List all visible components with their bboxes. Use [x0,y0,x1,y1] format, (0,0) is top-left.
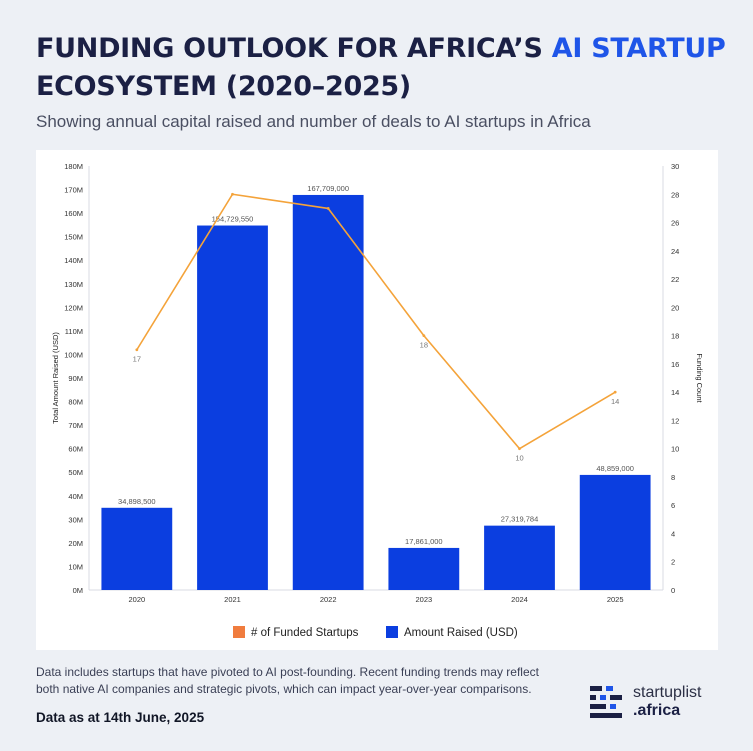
y-right-tick-label: 30 [671,162,679,171]
bar-value-label: 34,898,500 [118,497,156,506]
line-point [135,348,139,352]
y-tick-label: 0M [73,586,83,595]
y-tick-label: 150M [64,233,83,242]
page-subtitle: Showing annual capital raised and number… [36,112,591,131]
y-tick-label: 60M [68,445,83,454]
startuplist-logo: startuplist .africa [590,684,720,724]
y-right-tick-label: 18 [671,332,679,341]
line-point [231,192,234,196]
y-axis-title: Total Amount Raised (USD) [51,332,60,424]
bar [197,225,268,590]
data-as-of-date: Data as at 14th June, 2025 [36,710,205,725]
y-right-tick-label: 2 [671,558,675,567]
x-tick-label: 2023 [415,595,432,604]
x-tick-label: 2022 [320,595,337,604]
y-tick-label: 40M [68,492,83,501]
funded-startups-line [136,193,616,450]
y-tick-label: 160M [64,209,83,218]
bar-value-label: 154,729,550 [212,215,254,224]
y-tick-label: 110M [65,327,83,336]
line-value-label: 14 [611,397,619,406]
bar-value-label: 167,709,000 [307,184,349,193]
y-tick-label: 80M [68,398,83,407]
y-right-tick-label: 4 [671,529,675,538]
y-tick-label: 50M [68,468,83,477]
line-point [613,390,617,394]
legend-swatch-bar [386,626,398,638]
bar-value-label: 48,859,000 [596,464,634,473]
logo-tld: .africa [633,702,681,719]
line-value-label: 18 [420,341,428,350]
y-tick-label: 130M [64,280,83,289]
line-point [422,334,426,337]
y-right-tick-label: 16 [671,360,679,369]
y-right-tick-label: 26 [671,219,679,228]
logo-name: startuplist [633,684,702,701]
startuplist-logo-icon [590,686,622,718]
legend-swatch-line [233,626,245,638]
y-right-tick-label: 20 [671,303,679,312]
y-tick-label: 140M [64,256,83,265]
y-right-tick-label: 8 [671,473,675,482]
bar [579,474,651,590]
y-right-tick-label: 14 [671,388,679,397]
x-tick-label: 2020 [128,595,145,604]
y-tick-label: 70M [68,421,83,430]
legend-label-line: # of Funded Startups [251,627,359,639]
y-right-tick-label: 22 [671,275,679,284]
y-right-tick-label: 24 [671,247,679,256]
bar [484,525,555,590]
y-tick-label: 90M [68,374,83,383]
y-tick-label: 120M [64,303,83,312]
title-highlight: AI STARTUP [551,33,726,64]
y-tick-label: 20M [68,539,83,548]
legend-label-bar: Amount Raised (USD) [404,627,518,639]
bar [388,547,460,590]
chart-card: 0M 10M 20M 30M 40M 50M 60M 70M 80M 90M 100M 110M 120… [36,150,718,650]
y-right-tick-label: 0 [671,586,675,595]
funding-chart: 0M10M20M30M40M50M60M70M80M90M100M110M120… [51,162,704,639]
bar-value-label: 27,319,784 [501,515,539,524]
line-point [326,207,330,210]
y-tick-label: 10M [68,562,83,571]
y-tick-label: 170M [64,186,83,195]
x-tick-label: 2024 [511,595,528,604]
bar [292,194,364,590]
y-tick-label: 30M [68,515,83,524]
x-tick-label: 2021 [224,595,241,604]
y-right-tick-label: 28 [671,190,679,199]
y-right-tick-label: 6 [671,501,675,510]
bar-value-label: 17,861,000 [405,537,443,546]
bar [101,507,173,590]
x-tick-label: 2025 [607,595,624,604]
line-value-label: 10 [515,454,523,463]
y-tick-label: 180M [64,162,83,171]
title-part-2: ECOSYSTEM (2020–2025) [36,71,411,102]
page-title: FUNDING OUTLOOK FOR AFRICA’S AI STARTUP … [36,30,726,106]
line-value-label: 17 [133,355,141,364]
y-right-axis-title: Funding Count [695,353,704,403]
y-tick-label: 100M [64,350,83,359]
line-point [518,447,521,451]
title-part-1: FUNDING OUTLOOK FOR AFRICA’S [36,33,552,64]
y-right-tick-label: 10 [671,445,679,454]
y-right-tick-label: 12 [671,416,679,425]
footnote: Data includes startups that have pivoted… [36,665,539,696]
